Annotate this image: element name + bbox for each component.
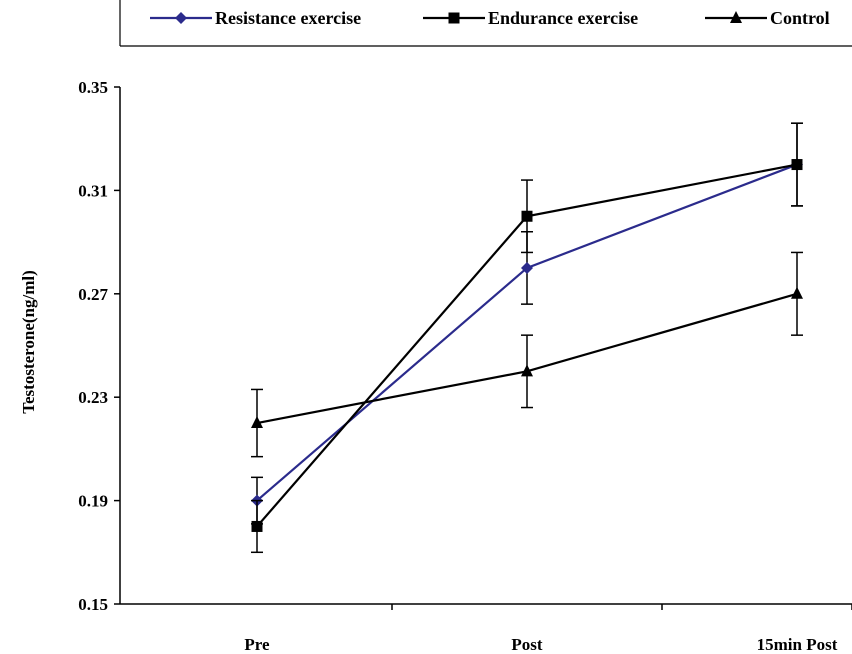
data-point [791, 159, 803, 171]
legend-label: Control [770, 8, 830, 28]
y-tick-label: 0.23 [78, 388, 108, 407]
legend: Resistance exercise Endurance exercise Con… [119, 0, 852, 47]
series-endurance-exercise [251, 122, 803, 554]
data-point [521, 364, 533, 377]
y-tick-label: 0.31 [78, 181, 108, 200]
y-tick-label: 0.27 [78, 285, 108, 304]
y-axis-title: Testosterone(ng/ml) [19, 270, 38, 414]
axes: 0.15 0.19 0.23 0.27 0.31 0.35 Pre Post 15min Pos… [78, 78, 852, 654]
data-point [791, 286, 803, 299]
data-point [251, 520, 263, 532]
y-tick-label: 0.19 [78, 492, 108, 511]
plot-area [251, 122, 803, 554]
y-tick-label: 0.35 [78, 78, 108, 97]
legend-label: Endurance exercise [488, 8, 638, 28]
legend-marker [730, 11, 742, 23]
data-point [251, 416, 263, 429]
data-point [521, 261, 533, 274]
y-tick-label: 0.15 [78, 595, 108, 614]
data-point [521, 210, 533, 222]
series-control [251, 251, 803, 458]
legend-marker [175, 12, 187, 24]
x-tick-label: Pre [244, 635, 270, 654]
x-tick-label: Post [511, 635, 543, 654]
x-tick-label: 15min Post [757, 635, 838, 654]
legend-label: Resistance exercise [215, 8, 361, 28]
legend-marker [448, 12, 460, 24]
